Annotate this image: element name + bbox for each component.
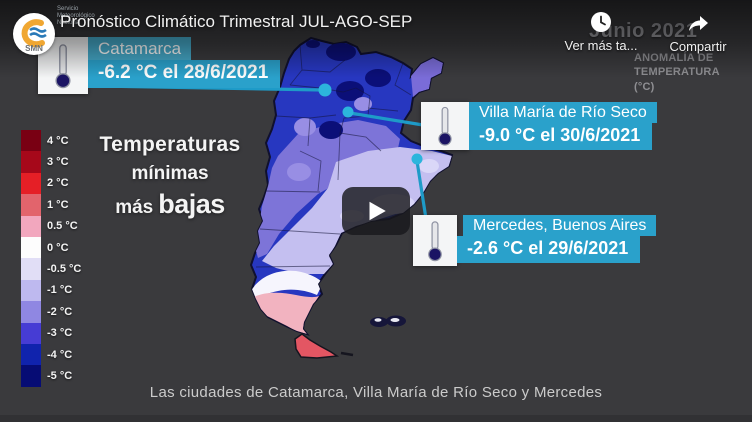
bottom-strip xyxy=(0,415,752,422)
headline: Temperaturas mínimas más bajas xyxy=(72,133,268,220)
legend-row: -0.5 °C xyxy=(21,258,82,280)
legend-label: -3 °C xyxy=(47,327,73,340)
legend-row: 4 °C xyxy=(21,130,81,152)
legend-row: -5 °C xyxy=(21,365,81,387)
city-marker-mercedes xyxy=(411,153,423,165)
legend-swatch xyxy=(21,215,41,237)
share-label: Compartir xyxy=(669,39,727,54)
tierra-del-fuego xyxy=(294,333,340,359)
legend-label: -4 °C xyxy=(47,348,73,361)
headline-line2: mínimas xyxy=(131,163,209,184)
legend-swatch xyxy=(21,172,41,195)
legend-row: 0 °C xyxy=(21,236,81,259)
legend-label: 4 °C xyxy=(47,134,69,147)
isla-de-los-estados xyxy=(340,351,354,357)
legend-label: 3 °C xyxy=(47,156,69,169)
legend-label: 0.5 °C xyxy=(47,220,78,233)
legend-row: -4 °C xyxy=(21,343,81,366)
legend-label: 1 °C xyxy=(47,198,69,211)
thermometer-icon xyxy=(428,220,442,261)
legend-row: -1 °C xyxy=(21,279,81,302)
share-arrow-icon xyxy=(689,16,708,31)
svg-text:SMN: SMN xyxy=(25,44,43,53)
legend-swatch xyxy=(21,258,41,280)
legend-label: 0 °C xyxy=(47,241,69,254)
clock-icon xyxy=(591,12,611,32)
callout-villa-maria: Villa María de Río Seco -9.0 °C el 30/6/… xyxy=(421,102,657,150)
callout-city: Villa María de Río Seco xyxy=(469,102,657,123)
legend-swatch xyxy=(21,343,41,366)
headline-line1: Temperaturas xyxy=(99,133,241,156)
legend-label: 2 °C xyxy=(47,177,69,190)
legend-row: 0.5 °C xyxy=(21,215,81,237)
legend-swatch xyxy=(21,130,41,152)
legend-swatch xyxy=(21,279,41,302)
callout-city: Mercedes, Buenos Aires xyxy=(463,215,657,236)
legend-swatch xyxy=(21,322,41,344)
callout-value: -9.0 °C el 30/6/2021 xyxy=(469,123,653,150)
legend-swatch xyxy=(21,365,41,387)
city-marker-catamarca xyxy=(318,83,332,97)
share-button[interactable]: Compartir xyxy=(657,11,739,54)
play-button[interactable] xyxy=(342,187,410,235)
legend-row: 1 °C xyxy=(21,194,81,216)
callout-value: -2.6 °C el 29/6/2021 xyxy=(457,236,641,263)
city-marker-villa-maria xyxy=(342,106,354,118)
legend-swatch xyxy=(21,151,41,173)
smn-logo-icon: SMN xyxy=(21,19,47,53)
legend-label: -2 °C xyxy=(47,305,73,318)
bottom-caption: Las ciudades de Catamarca, Villa María d… xyxy=(149,384,603,401)
headline-line3-prefix: más xyxy=(115,197,154,218)
legend-label: -0.5 °C xyxy=(47,263,82,276)
watch-later-button[interactable]: Ver más ta... xyxy=(560,10,642,53)
headline-line3: más bajas xyxy=(72,189,268,220)
temperature-scale-legend: 4 °C 3 °C 2 °C 1 °C 0.5 °C 0 °C -0.5 °C … xyxy=(21,130,81,387)
legend-row: 2 °C xyxy=(21,172,81,195)
headline-line3-emphasis: bajas xyxy=(158,189,225,219)
thermometer-box xyxy=(413,215,457,266)
legend-swatch xyxy=(21,194,41,216)
legend-label: -1 °C xyxy=(47,284,73,297)
legend-swatch xyxy=(21,236,41,259)
legend-label: -5 °C xyxy=(47,369,73,382)
legend-row: -3 °C xyxy=(21,322,81,344)
thermometer-box xyxy=(421,102,469,150)
legend-row: 3 °C xyxy=(21,151,81,173)
anomaly-title-line3: (°C) xyxy=(634,80,655,93)
watch-later-label: Ver más ta... xyxy=(564,38,638,53)
malvinas-islands xyxy=(370,315,406,327)
video-title[interactable]: Pronóstico Climático Trimestral JUL-AGO-… xyxy=(60,12,413,31)
thermometer-icon xyxy=(438,106,452,146)
smn-logo: SMN xyxy=(13,13,55,55)
legend-swatch xyxy=(21,301,41,323)
legend-row: -2 °C xyxy=(21,301,81,323)
callout-mercedes: Mercedes, Buenos Aires -2.6 °C el 29/6/2… xyxy=(413,215,657,266)
play-icon xyxy=(369,201,386,221)
